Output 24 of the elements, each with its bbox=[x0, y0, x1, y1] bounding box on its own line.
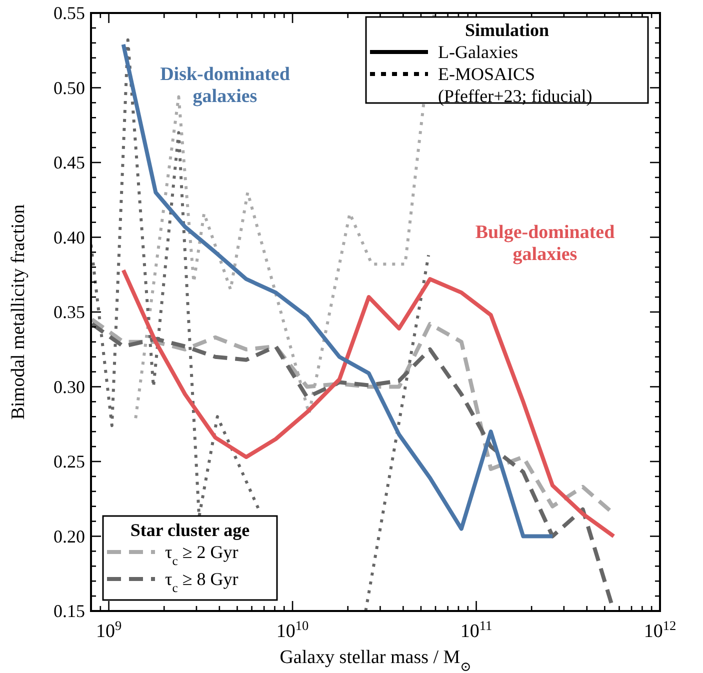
y-tick-label: 0.50 bbox=[54, 78, 85, 98]
series-label: Disk-dominated galaxies bbox=[160, 64, 290, 107]
x-tick-label: 10$^{10}$ bbox=[276, 618, 310, 642]
y-tick-label: 0.25 bbox=[54, 452, 85, 472]
y-tick-label: 0.45 bbox=[54, 152, 85, 172]
legend-label: τ$_{c}$ ≥ 2 Gyr bbox=[165, 542, 238, 568]
y-tick-label: 0.40 bbox=[54, 227, 85, 248]
line-series bbox=[121, 268, 616, 538]
x-tick-label: 10$^{12}$ bbox=[644, 618, 676, 642]
x-tick-label: 10$^{9}$ bbox=[96, 618, 122, 642]
y-axis-title: Bimodal metallicity fraction bbox=[8, 204, 29, 420]
y-tick-label: 0.30 bbox=[54, 376, 85, 397]
y-tick-label: 0.15 bbox=[54, 601, 85, 621]
annotation: E-MOSAICS (Pfeffer+23; fiducial) bbox=[438, 64, 592, 106]
x-axis-title: Galaxy stellar mass / M$_{⊙}$ bbox=[280, 647, 472, 673]
y-tick-label: 0.20 bbox=[54, 526, 85, 546]
legend-label: τ$_{c}$ ≥ 8 Gyr bbox=[165, 569, 238, 595]
annotation: Simulation bbox=[464, 20, 550, 40]
y-tick-label: 0.35 bbox=[54, 302, 85, 322]
x-tick-label: 10$^{11}$ bbox=[460, 618, 492, 642]
y-tick-label: 0.55 bbox=[54, 3, 85, 23]
series-label: Bulge-dominated galaxies bbox=[475, 222, 616, 265]
legend-title: Star cluster age bbox=[130, 520, 250, 540]
annotation: L-Galaxies bbox=[438, 42, 518, 62]
